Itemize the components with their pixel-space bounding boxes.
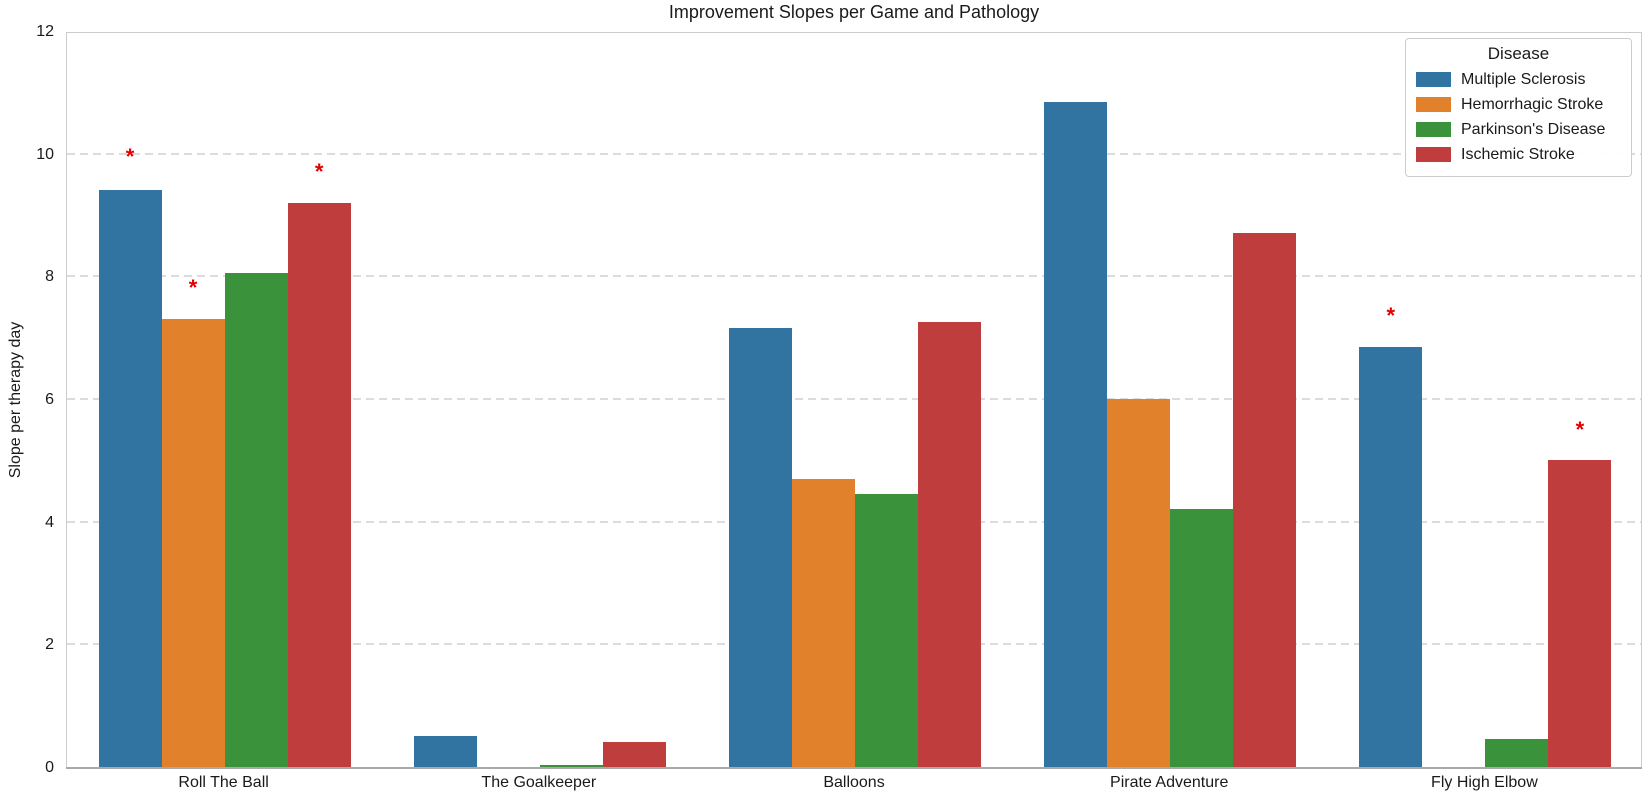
legend-swatch-parkinson-s-disease <box>1416 122 1451 137</box>
legend-item-multiple-sclerosis: Multiple Sclerosis <box>1416 67 1621 92</box>
x-tick-label-pirate-adventure: Pirate Adventure <box>1110 774 1229 791</box>
chart-title: Improvement Slopes per Game and Patholog… <box>668 2 1040 22</box>
plot-inner: * * * * * <box>67 33 1641 767</box>
legend-label-hemorrhagic-stroke: Hemorrhagic Stroke <box>1461 95 1604 113</box>
legend-swatch-ischemic-stroke <box>1416 147 1451 162</box>
bar-multiple-sclerosis-the-goalkeeper <box>413 736 477 767</box>
plot-area: * * * * * <box>66 32 1642 769</box>
bar-multiple-sclerosis-roll-the-ball <box>98 190 162 767</box>
legend-items: Multiple Sclerosis Hemorrhagic Stroke Park… <box>1416 67 1621 167</box>
bar-multiple-sclerosis-pirate-adventure <box>1044 101 1108 767</box>
y-tick-label-4: 4 <box>45 513 54 531</box>
bar-hemorrhagic-stroke-pirate-adventure <box>1107 399 1171 767</box>
bar-hemorrhagic-stroke-balloons <box>791 478 855 767</box>
y-tick-label-6: 6 <box>45 391 54 408</box>
y-tick-label-2: 2 <box>45 636 54 654</box>
bar-multiple-sclerosis-fly-high-elbow <box>1359 346 1423 767</box>
legend-swatch-hemorrhagic-stroke <box>1416 97 1451 112</box>
legend-label-ischemic-stroke: Ischemic Stroke <box>1461 145 1575 163</box>
significance-marker-ischemic-stroke-roll-the-ball: * <box>314 159 324 185</box>
significance-marker-hemorrhagic-stroke-roll-the-ball: * <box>188 275 198 301</box>
y-axis: 0 2 4 6 8 10 12 <box>0 23 54 776</box>
bar-parkinson-s-disease-balloons <box>855 494 919 767</box>
significance-marker-multiple-sclerosis-fly-high-elbow: * <box>1386 303 1396 329</box>
bar-ischemic-stroke-the-goalkeeper <box>602 742 666 767</box>
y-tick-label-0: 0 <box>45 759 54 776</box>
y-tick-label-10: 10 <box>36 145 54 163</box>
significance-marker-ischemic-stroke-fly-high-elbow: * <box>1575 416 1585 442</box>
gridline-y-8 <box>67 275 1641 278</box>
bar-parkinson-s-disease-pirate-adventure <box>1170 509 1234 767</box>
legend-swatch-multiple-sclerosis <box>1416 72 1451 87</box>
gridline-y-10 <box>67 152 1641 155</box>
legend-item-ischemic-stroke: Ischemic Stroke <box>1416 142 1621 167</box>
x-axis-line <box>66 766 1642 769</box>
x-tick-label-the-goalkeeper: The Goalkeeper <box>481 774 597 791</box>
gridline-y-6 <box>67 398 1641 400</box>
bar-ischemic-stroke-fly-high-elbow <box>1548 460 1612 767</box>
legend-item-parkinson-s-disease: Parkinson's Disease <box>1416 117 1621 142</box>
x-axis: Roll The Ball The Goalkeeper Balloons Pirat… <box>66 774 1642 800</box>
legend-label-parkinson-s-disease: Parkinson's Disease <box>1461 120 1606 138</box>
y-tick-label-8: 8 <box>45 268 54 286</box>
bar-ischemic-stroke-roll-the-ball <box>287 202 351 767</box>
legend-item-hemorrhagic-stroke: Hemorrhagic Stroke <box>1416 92 1621 117</box>
bar-hemorrhagic-stroke-roll-the-ball <box>161 319 225 767</box>
bar-ischemic-stroke-pirate-adventure <box>1233 233 1297 767</box>
bar-parkinson-s-disease-roll-the-ball <box>224 273 288 767</box>
legend-title: Disease <box>1487 44 1550 63</box>
x-tick-label-fly-high-elbow: Fly High Elbow <box>1431 774 1538 791</box>
legend-label-multiple-sclerosis: Multiple Sclerosis <box>1461 70 1586 88</box>
bar-parkinson-s-disease-the-goalkeeper <box>539 765 603 767</box>
bar-multiple-sclerosis-balloons <box>728 328 792 767</box>
x-tick-label-roll-the-ball: Roll The Ball <box>178 774 269 791</box>
x-tick-label-balloons: Balloons <box>823 774 885 791</box>
significance-marker-multiple-sclerosis-roll-the-ball: * <box>125 143 135 169</box>
legend: Disease Multiple Sclerosis Hemorrhagic St… <box>1405 38 1632 177</box>
y-tick-label-12: 12 <box>36 23 54 40</box>
bar-parkinson-s-disease-fly-high-elbow <box>1485 739 1549 767</box>
bar-ischemic-stroke-balloons <box>918 322 982 767</box>
